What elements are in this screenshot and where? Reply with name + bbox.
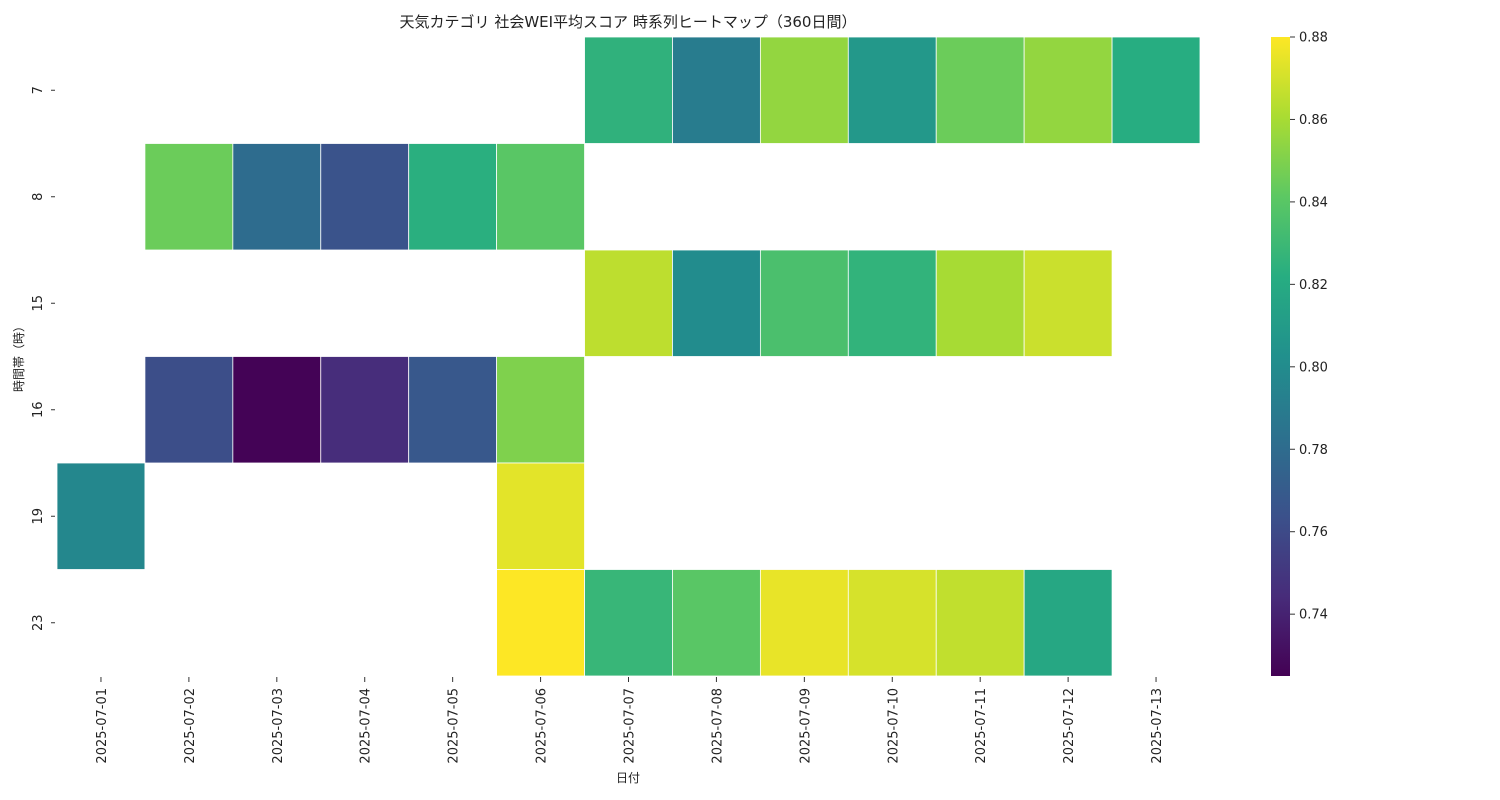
colorbar-ticks: 0.74 0.76 0.78 0.80 0.82 0.84 0.86 0.88 [1290,31,1328,623]
heatmap-cell [1023,569,1113,677]
heatmap-cell [847,249,937,357]
y-axis-ticks: 7 8 15 16 19 23 [31,86,55,631]
colorbar-tick-label: 0.88 [1299,31,1328,46]
heatmap-cell [1023,249,1113,357]
heatmap-cell [584,249,673,357]
y-tick-label: 19 [31,508,46,525]
x-tick-label: 2025-07-13 [1150,688,1165,764]
x-tick-label: 2025-07-04 [359,688,374,764]
heatmap-cell [935,249,1025,357]
heatmap-cell [496,462,585,570]
heatmap-cell [672,36,761,144]
x-tick-label: 2025-07-03 [271,688,286,764]
colorbar-tick-label: 0.74 [1299,608,1328,623]
y-tick-label: 16 [31,401,46,418]
x-tick-label: 2025-07-11 [974,688,989,764]
x-tick-label: 2025-07-07 [623,688,638,764]
colorbar-tick-label: 0.76 [1299,525,1328,540]
y-axis-label: 時間帯（時） [12,320,26,392]
heatmap-cell [496,569,585,677]
colorbar-tick-label: 0.84 [1299,195,1328,210]
x-tick-label: 2025-07-12 [1062,688,1077,764]
heatmap-cell [759,249,849,357]
colorbar-tick-label: 0.80 [1299,360,1328,375]
heatmap-cell [672,249,761,357]
x-tick-label: 2025-07-09 [798,688,813,764]
y-tick-label: 23 [31,614,46,631]
x-tick-label: 2025-07-02 [183,688,198,764]
x-tick-label: 2025-07-01 [95,688,110,764]
y-tick-label: 7 [31,86,46,94]
heatmap-cell [56,462,146,570]
colorbar-tick-label: 0.82 [1299,278,1328,293]
x-axis-label: 日付 [616,771,640,785]
colorbar [1271,37,1290,676]
heatmap-cell [759,569,849,677]
heatmap-cell [144,143,234,251]
x-tick-label: 2025-07-05 [447,688,462,764]
heatmap-cell [759,36,849,144]
heatmap-cell [847,569,937,677]
heatmap-cell [496,143,585,251]
heatmap-cell [320,143,410,251]
colorbar-tick-label: 0.86 [1299,113,1328,128]
heatmap-cell [232,143,322,251]
heatmap-cell [847,36,937,144]
x-axis-ticks: 2025-07-01 2025-07-02 2025-07-03 2025-07-04… [95,677,1165,764]
heatmap-cell [408,143,498,251]
heatmap-cell [408,356,498,464]
heatmap-cell [1023,36,1113,144]
heatmap-cell [496,356,585,464]
heatmap-cell [935,36,1025,144]
heatmap-cell [584,36,673,144]
heatmap-cell [935,569,1025,677]
chart-title: 天気カテゴリ 社会WEI平均スコア 時系列ヒートマップ（360日間） [400,13,857,31]
x-tick-label: 2025-07-06 [535,688,550,764]
heatmap-cell [672,569,761,677]
heatmap-cell [232,356,322,464]
heatmap-cell [320,356,410,464]
heatmap-cell [144,356,234,464]
y-tick-label: 8 [31,193,46,201]
heatmap-cell [1111,36,1201,144]
x-tick-label: 2025-07-10 [886,688,901,764]
heatmap-cell [584,569,673,677]
heatmap-cells [56,36,1201,677]
x-tick-label: 2025-07-08 [710,688,725,764]
colorbar-tick-label: 0.78 [1299,443,1328,458]
y-tick-label: 15 [31,295,46,312]
